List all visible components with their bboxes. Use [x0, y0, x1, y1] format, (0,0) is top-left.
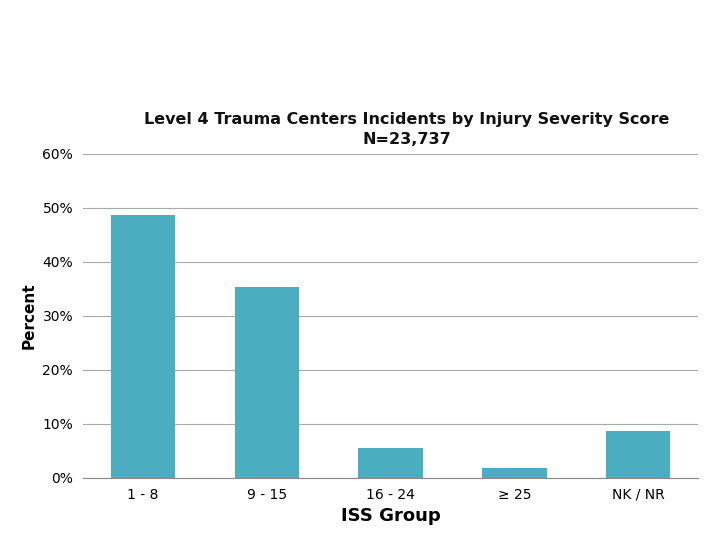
Text: Injury Severity Score: Injury Severity Score: [284, 70, 580, 94]
Bar: [359, 448, 423, 478]
Y-axis label: Percent: Percent: [22, 282, 37, 349]
Bar: [606, 431, 670, 478]
Bar: [235, 287, 299, 478]
Text: Level 4 Trauma Centers Incidents by Injury Severity Score: Level 4 Trauma Centers Incidents by Inju…: [144, 112, 670, 127]
Text: Texas Level 4 Trauma Centers Incidents by: Texas Level 4 Trauma Centers Incidents b…: [131, 30, 720, 54]
Bar: [111, 215, 175, 478]
X-axis label: ISS Group: ISS Group: [341, 507, 441, 525]
Bar: [482, 468, 546, 478]
Polygon shape: [0, 10, 340, 87]
Text: N=23,737: N=23,737: [362, 132, 451, 147]
